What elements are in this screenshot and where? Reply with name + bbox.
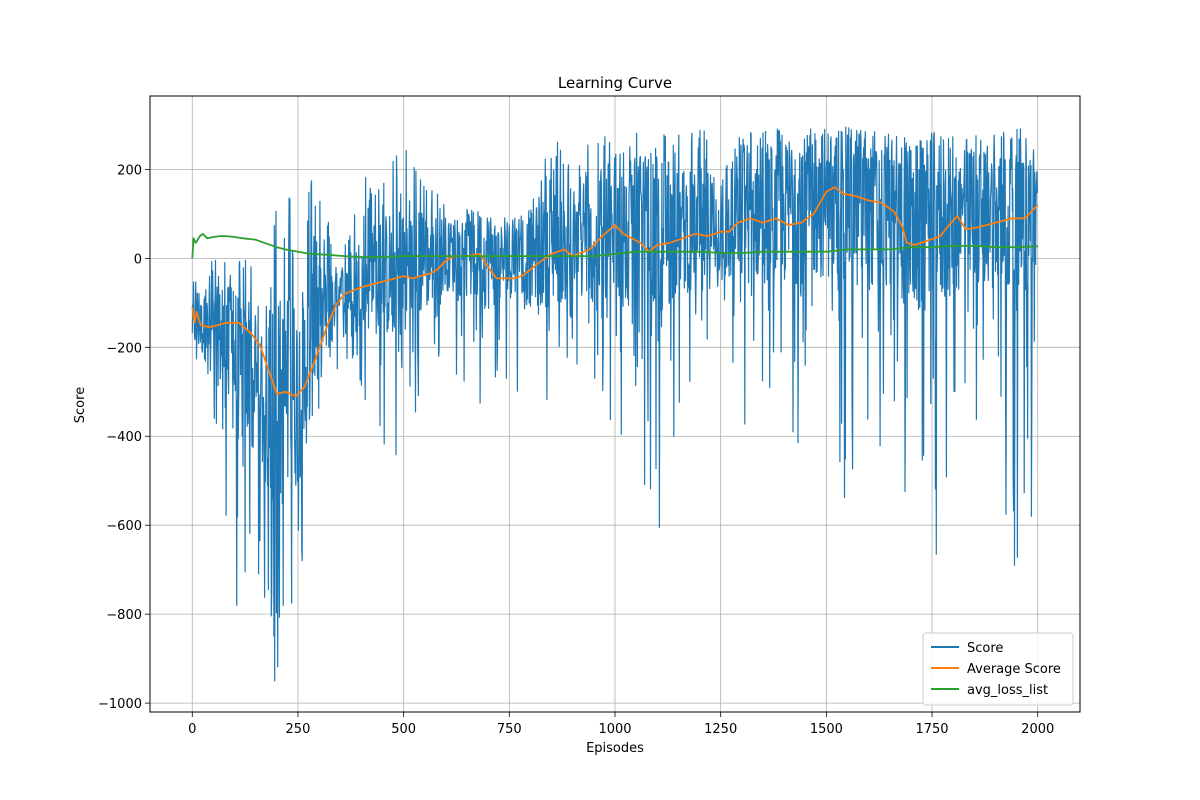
x-tick-label: 250 (286, 722, 311, 737)
x-tick-label: 0 (188, 722, 196, 737)
legend: Score Average Score avg_loss_list (922, 632, 1074, 706)
x-tick-label: 1000 (598, 722, 631, 737)
legend-label-score: Score (967, 641, 1003, 656)
series-line-avg-loss-list (191, 233, 1038, 259)
series-layer (191, 126, 1039, 682)
ticks: 0 250 500 750 1000 1250 1500 1750 2000−1000−800−… (98, 163, 1054, 737)
series-line-average-score (191, 186, 1039, 398)
y-tick-label: 0 (134, 252, 142, 267)
y-tick-label: −1000 (98, 697, 142, 712)
y-tick-label: −400 (106, 430, 142, 445)
x-tick-label: 750 (497, 722, 522, 737)
y-tick-label: −800 (106, 608, 142, 623)
legend-box (922, 632, 1074, 706)
legend-label-average-score: Average Score (967, 662, 1061, 677)
x-tick-label: 1250 (704, 722, 737, 737)
x-tick-label: 2000 (1021, 722, 1054, 737)
y-tick-label: −200 (106, 341, 142, 356)
y-tick-label: −600 (106, 519, 142, 534)
chart-title: Learning Curve (558, 74, 672, 92)
legend-label-avg-loss-list: avg_loss_list (967, 683, 1048, 698)
x-tick-label: 500 (391, 722, 416, 737)
x-tick-label: 1500 (810, 722, 843, 737)
y-tick-label: 200 (117, 163, 142, 178)
x-axis-label: Episodes (586, 741, 644, 756)
x-tick-label: 1750 (915, 722, 948, 737)
y-axis-label: Score (73, 387, 88, 423)
